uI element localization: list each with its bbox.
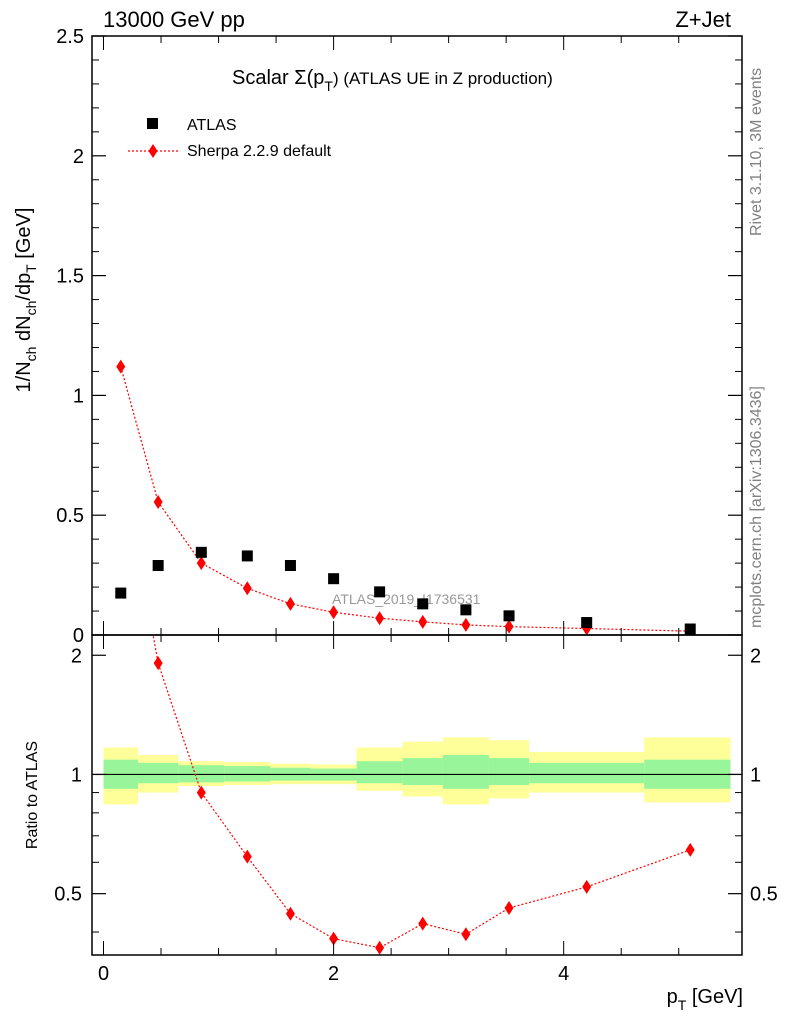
atlas-point (417, 598, 429, 610)
atlas-point (152, 560, 164, 572)
x-tick-label: 0 (98, 963, 109, 985)
sherpa-point (582, 621, 592, 635)
inner-uncertainty-band (224, 766, 271, 782)
inner-uncertainty-band (138, 762, 179, 784)
ratio-panel-axes: 0.5 0.5 1 1 2 2 0 2 4 (54, 634, 778, 985)
atlas-point (581, 617, 593, 629)
plot-title: Scalar Σ(pT) (ATLAS UE in Z production) (232, 67, 553, 94)
x-tick-label: 2 (328, 963, 339, 985)
ratio-sherpa-curve (152, 635, 691, 949)
analysis-watermark: ATLAS_2019_I1736531 (332, 591, 481, 607)
atlas-point (195, 546, 207, 558)
ratio-y-tick-label: 0.5 (54, 884, 82, 906)
sherpa-point (116, 359, 126, 374)
main-y-tick-label: 0 (73, 625, 84, 647)
ratio-y-tick-label-right: 0.5 (750, 884, 778, 906)
main-y-tick-label: 2 (73, 146, 84, 168)
ratio-sherpa-point (375, 940, 385, 955)
legend-marker-sherpa (148, 144, 158, 158)
ratio-y-tick-label-right: 1 (750, 764, 761, 786)
ratio-y-tick-label: 2 (71, 645, 82, 667)
x-axis-label-rest: [GeV] (686, 986, 743, 1008)
ratio-sherpa-point (685, 842, 695, 857)
main-panel-axes: 0 0.5 1 1.5 2 2.5 (56, 26, 743, 647)
atlas-point (374, 586, 386, 598)
ratio-y-tick-label-right: 2 (750, 645, 761, 667)
atlas-point (460, 604, 472, 616)
legend-label-atlas: ATLAS (187, 117, 237, 134)
ratio-sherpa-point (285, 906, 295, 921)
plot-title-main: Scalar Σ(p (232, 67, 324, 89)
inner-uncertainty-band (529, 762, 645, 784)
inner-uncertainty-band (356, 761, 403, 784)
ratio-sherpa-point (116, 448, 125, 462)
atlas-point (241, 550, 253, 562)
header-collision-label: 13000 GeV pp (103, 7, 245, 32)
inner-uncertainty-band (178, 765, 225, 783)
ratio-sherpa-point (418, 916, 428, 931)
sherpa-point (153, 495, 163, 510)
atlas-point (684, 623, 696, 635)
main-panel-data (115, 359, 696, 635)
main-y-tick-label: 2.5 (56, 26, 84, 48)
ratio-y-tick-label: 1 (71, 764, 82, 786)
ratio-sherpa-point (329, 931, 339, 946)
ratio-uncertainty-bands (103, 737, 731, 805)
atlas-point (115, 587, 127, 599)
legend-label-sherpa: Sherpa 2.2.9 default (187, 143, 332, 160)
sherpa-curve (120, 366, 691, 632)
main-y-tick-label: 0.5 (56, 505, 84, 527)
sherpa-point (329, 605, 339, 620)
header-process-label: Z+Jet (675, 7, 731, 32)
sherpa-point (418, 614, 428, 629)
atlas-point (503, 610, 515, 622)
inner-uncertainty-band (402, 758, 443, 786)
sherpa-point (242, 581, 252, 596)
sherpa-point (461, 617, 471, 632)
sherpa-point (285, 596, 295, 611)
ratio-y-axis-label: Ratio to ATLAS (24, 741, 41, 849)
sherpa-point (375, 611, 385, 626)
main-y-tick-label: 1.5 (56, 266, 84, 288)
ratio-panel-frame (91, 634, 743, 956)
ratio-sherpa-point (153, 656, 163, 671)
inner-uncertainty-band (488, 758, 530, 786)
atlas-point (328, 573, 340, 585)
rivet-label: Rivet 3.1.10, 3M events (748, 68, 765, 236)
atlas-point (284, 560, 296, 572)
sherpa-point (196, 556, 206, 571)
sherpa-point (504, 619, 514, 634)
x-axis-label-sub: T (678, 997, 687, 1013)
main-y-axis-label: 1/Nch dNch/dpT [GeV] (13, 208, 39, 393)
ratio-sherpa-point (196, 785, 206, 800)
ratio-sherpa-point (461, 927, 471, 942)
analysis-watermark-group: ATLAS_2019_I1736531 (332, 591, 481, 607)
x-tick-label: 4 (558, 963, 569, 985)
legend: ATLAS Sherpa 2.2.9 default (128, 117, 332, 160)
ratio-sherpa-point (582, 879, 592, 894)
plot-title-sub: T (324, 78, 333, 94)
legend-marker-atlas (147, 118, 158, 129)
ratio-sherpa-point (504, 901, 514, 916)
main-y-tick-label: 1 (73, 385, 84, 407)
inner-uncertainty-band (442, 754, 489, 789)
plot-title-rest: ) (ATLAS UE in Z production) (333, 69, 553, 88)
ratio-panel-data (92, 448, 742, 955)
x-axis-label: pT [GeV] (667, 986, 743, 1013)
x-axis-label-main: p (667, 986, 678, 1008)
mcplots-label: mcplots.cern.ch [arXiv:1306.3436] (748, 386, 765, 628)
ratio-sherpa-point (242, 849, 252, 864)
